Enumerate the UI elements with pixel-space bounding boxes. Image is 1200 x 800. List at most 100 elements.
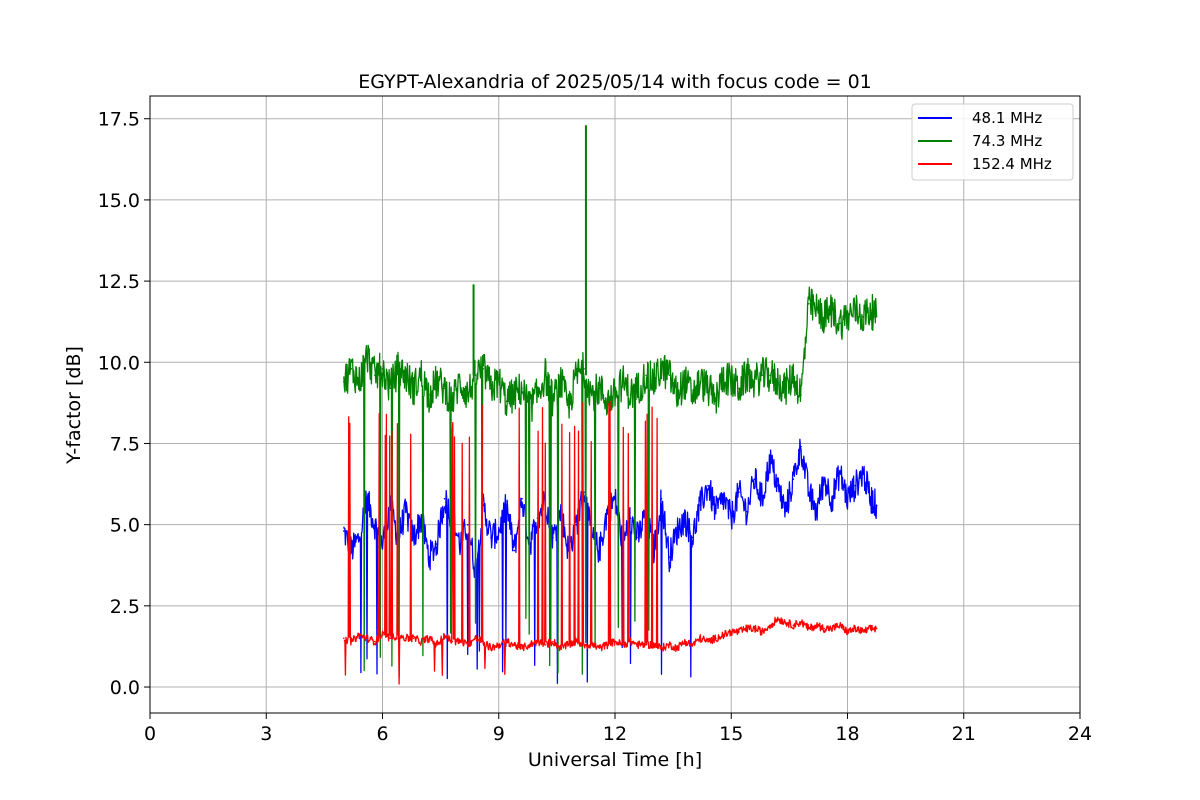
data-point (366, 355, 368, 357)
data-point (397, 368, 399, 370)
data-point (808, 491, 810, 494)
data-point (482, 640, 485, 643)
data-point (831, 497, 833, 500)
data-point (436, 381, 438, 383)
series-line (343, 400, 877, 685)
y-tick-label: 0.0 (110, 677, 140, 699)
data-point (862, 471, 864, 474)
data-point (753, 478, 756, 481)
data-point (358, 536, 361, 539)
data-point (606, 510, 609, 513)
legend-box (911, 103, 1074, 181)
data-point (598, 387, 601, 390)
data-point (668, 374, 671, 377)
data-point (846, 316, 849, 318)
data-point (606, 644, 609, 646)
data-point (761, 497, 764, 500)
data-point (854, 627, 857, 630)
data-point (839, 322, 841, 325)
data-point (451, 640, 454, 643)
data-point (730, 631, 733, 633)
data-point (474, 637, 477, 640)
data-point (374, 640, 376, 643)
data-point (684, 640, 686, 643)
data-point (715, 510, 717, 513)
legend-label: 74.3 MHz (972, 132, 1042, 150)
data-point (513, 549, 516, 552)
data-point (505, 640, 508, 643)
data-point (358, 381, 361, 383)
data-point (622, 381, 624, 383)
series-152-4-mhz (343, 400, 878, 685)
data-point (862, 316, 864, 318)
data-point (614, 640, 616, 643)
data-point (846, 631, 849, 633)
data-point (443, 497, 446, 500)
data-point (684, 517, 686, 519)
data-point (653, 549, 655, 552)
data-point (412, 387, 415, 390)
data-point (653, 381, 655, 383)
data-point (691, 394, 694, 396)
data-point (691, 536, 694, 539)
data-point (389, 387, 392, 390)
data-point (684, 381, 686, 383)
data-point (660, 497, 663, 500)
data-point (823, 478, 826, 481)
data-point (870, 497, 872, 500)
data-point (567, 644, 570, 646)
data-point (459, 640, 461, 643)
data-point (443, 387, 446, 390)
data-point (784, 387, 787, 390)
data-point (505, 504, 508, 507)
data-point (498, 530, 500, 532)
data-point (521, 387, 523, 390)
data-point (707, 387, 709, 390)
data-point (513, 394, 516, 396)
data-point (389, 637, 392, 640)
data-point (498, 381, 500, 383)
data-point (420, 374, 423, 377)
data-point (776, 618, 779, 620)
y-tick-label: 7.5 (110, 433, 140, 455)
data-point (808, 627, 810, 630)
x-tick-label: 9 (493, 723, 505, 745)
data-point (637, 387, 640, 390)
data-point (875, 504, 878, 507)
data-point (699, 381, 702, 383)
data-point (746, 510, 748, 513)
data-point (746, 374, 748, 377)
data-point (575, 374, 578, 377)
data-point (412, 637, 415, 640)
series-line (343, 286, 878, 678)
y-axis-label: Y-factor [dB] (63, 346, 85, 465)
x-tick-label: 6 (376, 723, 388, 745)
data-point (753, 381, 756, 383)
data-point (443, 634, 446, 636)
data-point (598, 647, 601, 649)
data-point (350, 549, 353, 552)
x-axis-label: Universal Time [h] (528, 749, 702, 771)
data-point (839, 624, 841, 627)
data-point (374, 523, 376, 526)
data-point (784, 510, 787, 513)
data-point (815, 309, 818, 312)
data-point (350, 368, 353, 370)
data-point (738, 387, 740, 390)
data-point (420, 640, 423, 643)
data-point (405, 637, 407, 640)
data-point (466, 523, 469, 526)
data-point (800, 394, 802, 396)
data-point (660, 647, 663, 649)
data-point (668, 556, 671, 558)
data-point (459, 543, 461, 545)
x-tick-label: 12 (603, 723, 627, 745)
data-point (544, 644, 547, 646)
data-point (875, 316, 878, 318)
data-point (875, 627, 878, 630)
data-point (792, 478, 795, 481)
data-point (722, 374, 725, 377)
data-point (823, 627, 826, 630)
data-point (676, 647, 678, 649)
data-point (459, 381, 461, 383)
